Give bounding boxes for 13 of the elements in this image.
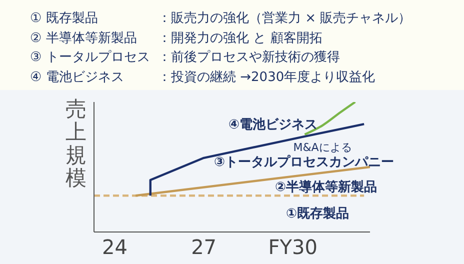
text: ② 半導体等新製品：開発力の強化 と 顧客開拓 xyxy=(30,30,322,46)
x-tick-label: 27 xyxy=(191,235,217,260)
series-label: ④電池ビジネス xyxy=(228,117,318,132)
y-axis-title: 売上規模 xyxy=(64,97,88,190)
x-tick-label: FY30 xyxy=(268,235,318,260)
annotation: M&Aによる xyxy=(293,141,352,154)
text: ④ 電池ビジネス：投資の継続 →2030年度より収益化 xyxy=(30,70,376,84)
text: ③ トータルプロセス：前後プロセスや新技術の獲得 xyxy=(30,49,340,67)
series-label: ③トータルプロセスカンパニー xyxy=(214,154,394,170)
series-label: ①既存製品 xyxy=(286,206,350,222)
series-label: ②半導体等新製品 xyxy=(274,179,377,195)
x-tick-label: 24 xyxy=(102,235,128,260)
text: ① 既存製品：販売力の強化（営業力 × 販売チャネル） xyxy=(30,11,412,26)
